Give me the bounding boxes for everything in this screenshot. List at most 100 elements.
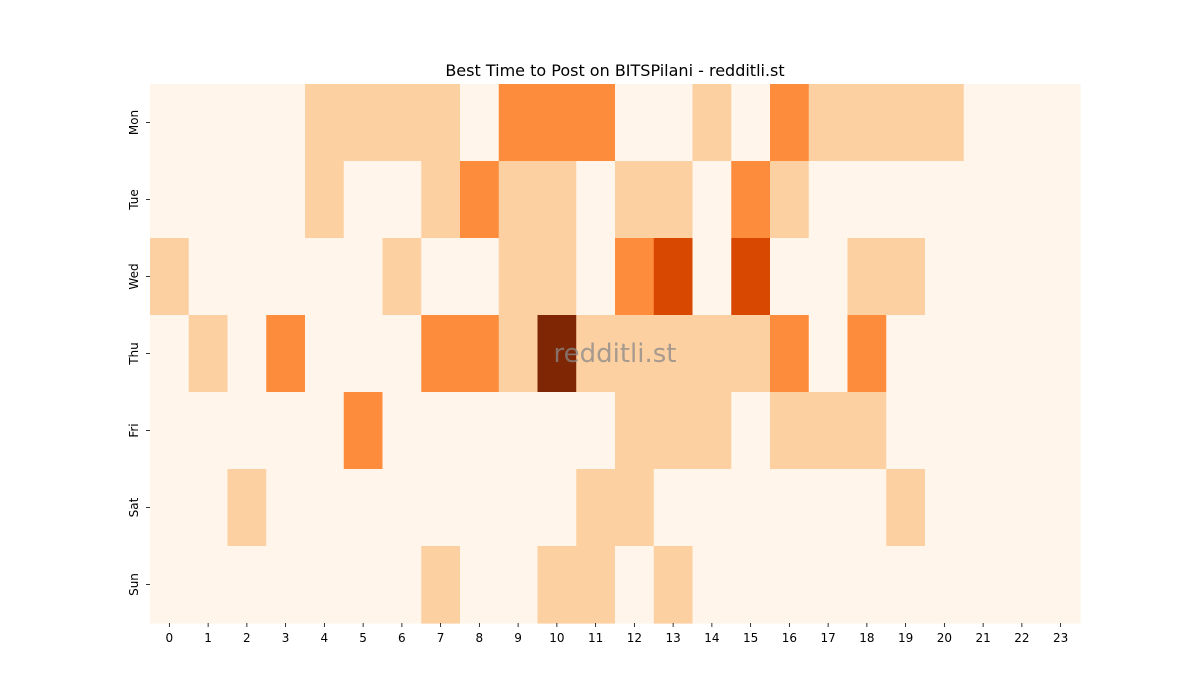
heatmap-cell-sun-6 (382, 546, 422, 624)
heatmap-cell-mon-8 (460, 84, 500, 162)
heatmap-cell-wed-10 (537, 238, 577, 316)
heatmap-cell-wed-19 (886, 238, 926, 316)
heatmap-cell-wed-3 (266, 238, 306, 316)
heatmap-cell-tue-3 (266, 161, 306, 239)
heatmap-cell-thu-20 (925, 315, 965, 393)
heatmap-cell-mon-6 (382, 84, 422, 162)
heatmap-cell-fri-10 (537, 392, 577, 470)
heatmap-cell-mon-7 (421, 84, 461, 162)
heatmap-cell-tue-10 (537, 161, 577, 239)
heatmap-cell-thu-10 (537, 315, 577, 393)
heatmap-cell-wed-17 (808, 238, 849, 316)
heatmap-cell-tue-16 (770, 161, 810, 239)
heatmap-cell-wed-14 (692, 238, 732, 316)
heatmap-cell-fri-16 (770, 392, 810, 470)
heatmap-cell-thu-7 (421, 315, 461, 393)
heatmap-cell-sun-23 (1041, 546, 1081, 624)
heatmap-cell-sun-15 (731, 546, 771, 624)
heatmap-cell-mon-19 (886, 84, 926, 162)
heatmap-cell-sun-18 (847, 546, 887, 624)
heatmap-cell-fri-6 (382, 392, 422, 470)
heatmap-cell-fri-17 (808, 392, 849, 470)
heatmap-cell-fri-2 (227, 392, 267, 470)
heatmap-cell-mon-18 (847, 84, 887, 162)
heatmap-cell-thu-0 (150, 315, 190, 393)
heatmap-cell-wed-16 (770, 238, 810, 316)
heatmap-cell-sat-23 (1041, 469, 1081, 547)
heatmap-cell-thu-8 (460, 315, 500, 393)
x-tick-label: 6 (398, 631, 406, 645)
heatmap-cell-fri-21 (963, 392, 1004, 470)
heatmap-cell-mon-23 (1041, 84, 1081, 162)
heatmap-cell-mon-13 (653, 84, 694, 162)
heatmap-cell-mon-15 (731, 84, 771, 162)
heatmap-cell-mon-21 (963, 84, 1004, 162)
x-tick-label: 17 (820, 631, 835, 645)
heatmap-cell-fri-3 (266, 392, 306, 470)
heatmap-cell-sat-14 (692, 469, 732, 547)
heatmap-cell-fri-4 (305, 392, 345, 470)
heatmap-cell-fri-5 (343, 392, 384, 470)
heatmap-cell-mon-1 (188, 84, 229, 162)
heatmap-cell-thu-1 (188, 315, 229, 393)
heatmap-cell-sat-5 (343, 469, 384, 547)
heatmap-cell-tue-6 (382, 161, 422, 239)
heatmap-cell-thu-3 (266, 315, 306, 393)
y-tick-label: Wed (127, 263, 141, 289)
heatmap-cell-sun-1 (188, 546, 229, 624)
heatmap-cell-sat-12 (615, 469, 655, 547)
heatmap-cell-fri-1 (188, 392, 229, 470)
heatmap-cell-fri-13 (653, 392, 694, 470)
heatmap-cell-sun-5 (343, 546, 384, 624)
heatmap-cell-tue-18 (847, 161, 887, 239)
heatmap-cell-thu-18 (847, 315, 887, 393)
heatmap-cell-thu-19 (886, 315, 926, 393)
heatmap-cell-thu-14 (692, 315, 732, 393)
heatmap-cell-thu-12 (615, 315, 655, 393)
x-tick-label: 4 (321, 631, 329, 645)
heatmap-cell-wed-21 (963, 238, 1004, 316)
heatmap-cell-sat-2 (227, 469, 267, 547)
heatmap-cell-sun-0 (150, 546, 190, 624)
heatmap-cell-thu-4 (305, 315, 345, 393)
heatmap-cell-fri-22 (1002, 392, 1042, 470)
heatmap-cell-sat-13 (653, 469, 694, 547)
heatmap-cell-fri-14 (692, 392, 732, 470)
heatmap-cell-tue-22 (1002, 161, 1042, 239)
heatmap-cell-fri-11 (576, 392, 616, 470)
heatmap-cell-thu-23 (1041, 315, 1081, 393)
heatmap-cell-sun-4 (305, 546, 345, 624)
heatmap-cell-mon-3 (266, 84, 306, 162)
heatmap-cell-tue-14 (692, 161, 732, 239)
heatmap-cell-tue-12 (615, 161, 655, 239)
heatmap-cell-sat-19 (886, 469, 926, 547)
heatmap-cell-tue-0 (150, 161, 190, 239)
heatmap-cell-mon-14 (692, 84, 732, 162)
heatmap-cell-sun-20 (925, 546, 965, 624)
heatmap-cell-thu-5 (343, 315, 384, 393)
heatmap-cell-mon-20 (925, 84, 965, 162)
heatmap-cell-wed-1 (188, 238, 229, 316)
heatmap-cell-wed-2 (227, 238, 267, 316)
heatmap-cell-sun-8 (460, 546, 500, 624)
x-tick-label: 21 (975, 631, 990, 645)
heatmap-cell-fri-0 (150, 392, 190, 470)
heatmap-cell-wed-23 (1041, 238, 1081, 316)
x-tick-label: 12 (627, 631, 642, 645)
heatmap-cell-mon-17 (808, 84, 849, 162)
heatmap-cell-sat-1 (188, 469, 229, 547)
x-axis: 0 1 2 3 4 5 6 7 8 9 10 11 12 13 14 15 16 17 18 19 20 21 22 23 (166, 623, 1068, 645)
heatmap-cell-fri-23 (1041, 392, 1081, 470)
heatmap-cell-thu-22 (1002, 315, 1042, 393)
x-tick-label: 18 (859, 631, 874, 645)
x-tick-label: 22 (1014, 631, 1029, 645)
heatmap-cell-mon-16 (770, 84, 810, 162)
heatmap-cell-wed-0 (150, 238, 190, 316)
heatmap-cell-wed-6 (382, 238, 422, 316)
heatmap-cell-sat-16 (770, 469, 810, 547)
heatmap-cell-sun-16 (770, 546, 810, 624)
heatmap-cell-sun-11 (576, 546, 616, 624)
heatmap-cell-tue-23 (1041, 161, 1081, 239)
heatmap-cell-wed-13 (653, 238, 694, 316)
